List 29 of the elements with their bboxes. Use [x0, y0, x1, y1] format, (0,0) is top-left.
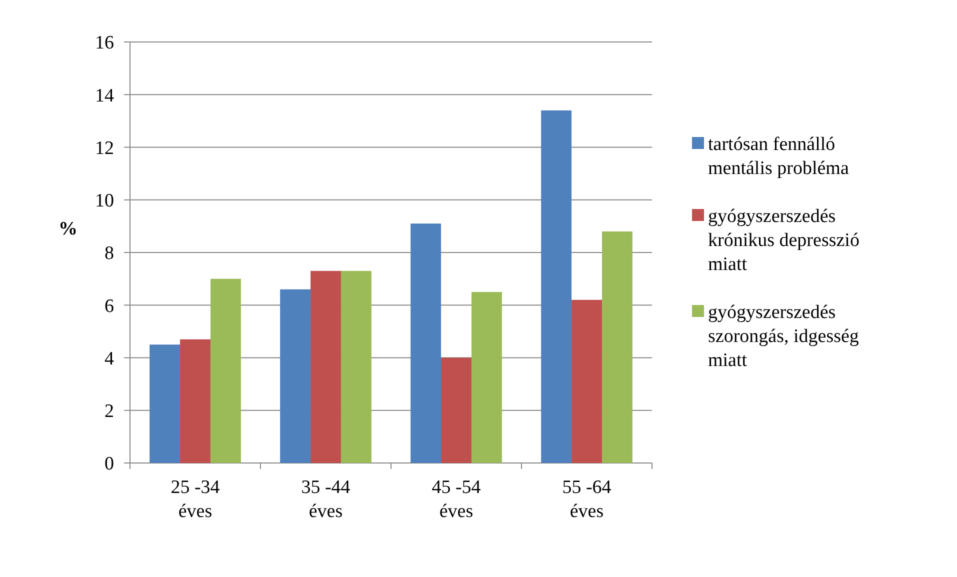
bar — [541, 110, 572, 463]
legend-label: gyógyszerszedés krónikus depresszió miatt — [708, 206, 860, 275]
y-tick-label: 16 — [95, 32, 114, 54]
x-tick-label: 35 -44 éves — [301, 477, 351, 522]
bar — [471, 292, 502, 463]
bar — [410, 224, 442, 463]
y-tick-label: 6 — [104, 296, 114, 317]
y-tick-label: 12 — [95, 138, 114, 159]
x-tick-label: 55 -64 éves — [562, 477, 612, 522]
bar — [280, 289, 311, 463]
x-tick-label: 45 -54 éves — [432, 477, 482, 522]
x-tick-label: 25 -34 éves — [170, 477, 220, 522]
bar — [340, 270, 372, 463]
y-tick-label: 2 — [104, 401, 114, 422]
y-tick-label: 8 — [104, 243, 114, 264]
bar — [180, 339, 210, 463]
bar — [210, 278, 241, 463]
bar — [310, 270, 341, 463]
y-tick-label: 4 — [104, 348, 114, 370]
y-tick-label: 14 — [95, 85, 114, 106]
y-tick-label: 10 — [95, 190, 114, 212]
y-axis-title: % — [58, 218, 78, 240]
bar — [441, 358, 472, 463]
y-tick-label: 0 — [104, 454, 114, 475]
legend-label: gyógyszerszedés szorongás, idgesség miatt — [708, 302, 860, 371]
bar — [572, 300, 602, 463]
bar — [602, 231, 632, 463]
bar — [150, 344, 180, 463]
legend-label: tartósan fennálló mentális probléma — [708, 134, 850, 179]
